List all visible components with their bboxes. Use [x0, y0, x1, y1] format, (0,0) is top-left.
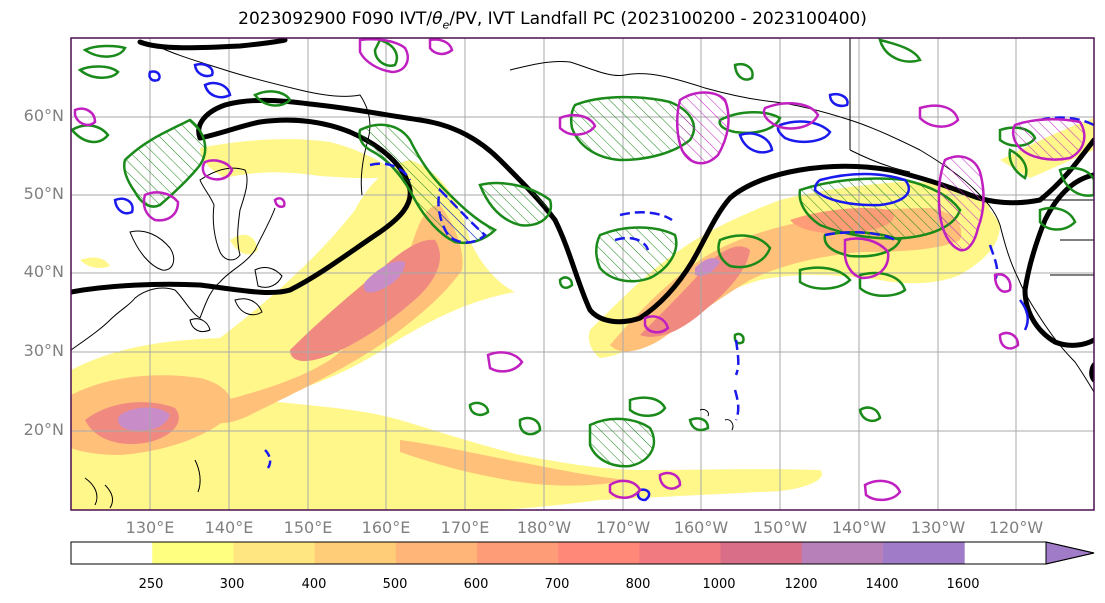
colorbar-segment: [152, 542, 234, 564]
lon-label-150w: 150°W: [752, 518, 808, 537]
map-frame: [70, 37, 1095, 511]
graticule: [71, 38, 1094, 510]
lat-label-20n: 20°N: [23, 420, 64, 439]
map-title: 2023092900 F090 IVT/θe/PV, IVT Landfall …: [0, 9, 1105, 31]
lon-label-160e: 160°E: [361, 518, 411, 537]
title-suffix: /PV, IVT Landfall PC (2023100200 - 20231…: [449, 9, 867, 29]
title-theta-sub: e: [442, 18, 450, 32]
lon-label-140w: 140°W: [831, 518, 887, 537]
lon-label-160w: 160°W: [673, 518, 729, 537]
lon-label-130e: 130°E: [125, 518, 175, 537]
colorbar-segment: [720, 542, 803, 564]
colorbar-segment: [801, 542, 884, 564]
colorbar-segment: [477, 542, 559, 564]
colorbar-segment: [314, 542, 397, 564]
colorbar-segment: [233, 542, 316, 564]
colorbar-tick-500: 500: [382, 577, 408, 592]
lon-label-170w: 170°W: [595, 518, 651, 537]
lon-label-180w: 180°W: [516, 518, 572, 537]
colorbar-segments: [71, 542, 965, 564]
colorbar-tick-1600: 1600: [946, 577, 980, 592]
colorbar-extend-arrow: [1045, 541, 1095, 565]
lon-label-170e: 170°E: [440, 518, 490, 537]
lat-label-50n: 50°N: [23, 184, 64, 203]
colorbar-outline: [70, 541, 1095, 565]
lon-label-140e: 140°E: [204, 518, 254, 537]
colorbar-tick-250: 250: [138, 577, 164, 592]
title-prefix: 2023092900 F090 IVT/: [238, 9, 433, 29]
colorbar-tick-600: 600: [463, 577, 489, 592]
lon-label-130w: 130°W: [910, 518, 966, 537]
magenta-contours: [73, 38, 1086, 502]
colorbar-segment: [639, 542, 722, 564]
colorbar-tick-1400: 1400: [865, 577, 899, 592]
colorbar-tick-800: 800: [625, 577, 651, 592]
title-theta: θ: [432, 9, 443, 29]
lat-label-60n: 60°N: [23, 106, 64, 125]
colorbar-segment-below: [71, 542, 153, 564]
colorbar-tick-700: 700: [544, 577, 570, 592]
lon-label-150e: 150°E: [283, 518, 333, 537]
colorbar-segment: [883, 542, 965, 564]
lat-label-30n: 30°N: [23, 341, 64, 360]
colorbar-tick-1200: 1200: [784, 577, 818, 592]
colorbar-segment: [558, 542, 640, 564]
lon-label-120w: 120°W: [988, 518, 1044, 537]
colorbar-tick-300: 300: [219, 577, 245, 592]
colorbar-tick-1000: 1000: [702, 577, 736, 592]
colorbar-tick-400: 400: [301, 577, 327, 592]
colorbar: [70, 541, 1095, 565]
colorbar-segment: [395, 542, 478, 564]
lat-label-40n: 40°N: [23, 262, 64, 281]
